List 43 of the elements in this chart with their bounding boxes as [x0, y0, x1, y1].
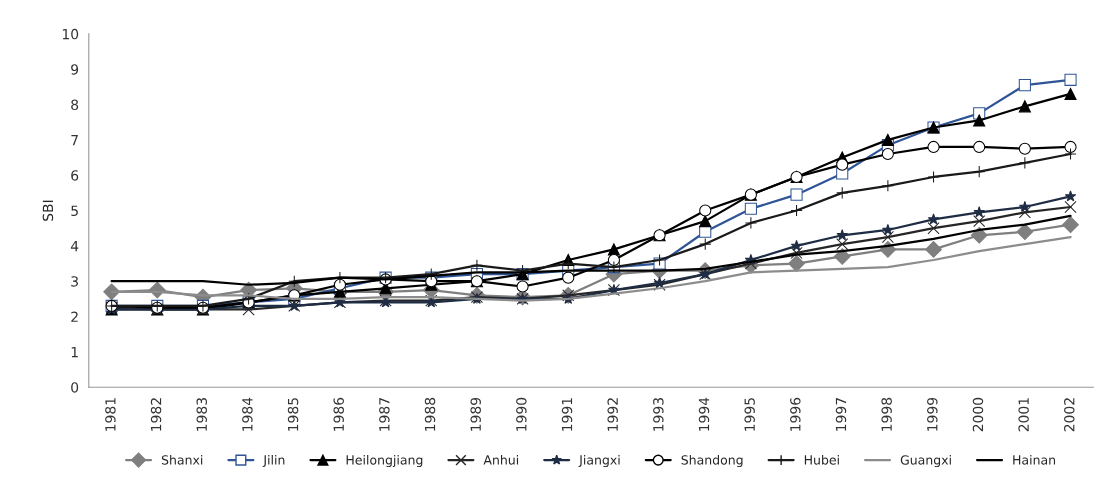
y-tick-label: 10 [62, 28, 79, 40]
x-tick-label: 1999 [927, 397, 938, 431]
x-tick-label: 1990 [516, 397, 527, 431]
x-tick-label: 1983 [196, 398, 207, 431]
x-tick-label: 1982 [150, 398, 162, 431]
x-tick-label: 1997 [835, 398, 847, 431]
x-tick-label: 1991 [561, 398, 573, 431]
x-tick-label: 1993 [653, 398, 664, 431]
y-tick-label: 6 [71, 170, 79, 181]
y-tick-label: 4 [70, 241, 79, 252]
x-tick-label: 1984 [242, 397, 253, 431]
legend-label: Hubei [804, 454, 839, 465]
x-tick-label: 1987 [379, 398, 390, 431]
x-tick-label: 1992 [607, 398, 618, 431]
x-tick-label: 1985 [287, 398, 299, 431]
x-tick-label: 1996 [790, 397, 801, 431]
x-tick-label: 2001 [1018, 398, 1029, 432]
legend-label: Shanxi [161, 454, 203, 465]
legend-label: Jilin [262, 454, 285, 467]
legend-label: Jiangxi [578, 454, 620, 468]
y-axis-title: SBI [42, 200, 54, 221]
legend-label: Heilongjiang [346, 454, 423, 468]
y-tick-label: 7 [71, 135, 78, 146]
y-tick-label: 5 [71, 205, 78, 217]
legend-label: Anhui [483, 454, 519, 465]
y-tick-label: 9 [71, 64, 79, 75]
legend-label: Guangxi [900, 454, 951, 468]
x-tick-label: 2002 [1064, 398, 1075, 432]
y-tick-label: 3 [71, 276, 78, 287]
legend-label: Hainan [1013, 454, 1056, 465]
x-tick-label: 1981 [105, 398, 116, 431]
x-tick-label: 1994 [698, 397, 710, 431]
x-tick-label: 1995 [744, 398, 755, 431]
x-tick-label: 1989 [470, 397, 481, 431]
legend-label: Shandong [681, 454, 743, 468]
y-tick-label: 2 [71, 311, 78, 322]
x-tick-label: 1988 [424, 397, 436, 431]
y-tick-label: 8 [71, 99, 79, 111]
x-tick-label: 1986 [333, 397, 344, 431]
y-tick-label: 0 [71, 382, 79, 393]
y-tick-label: 1 [71, 347, 78, 358]
x-tick-label: 1998 [881, 397, 892, 431]
x-tick-label: 2000 [972, 397, 984, 432]
